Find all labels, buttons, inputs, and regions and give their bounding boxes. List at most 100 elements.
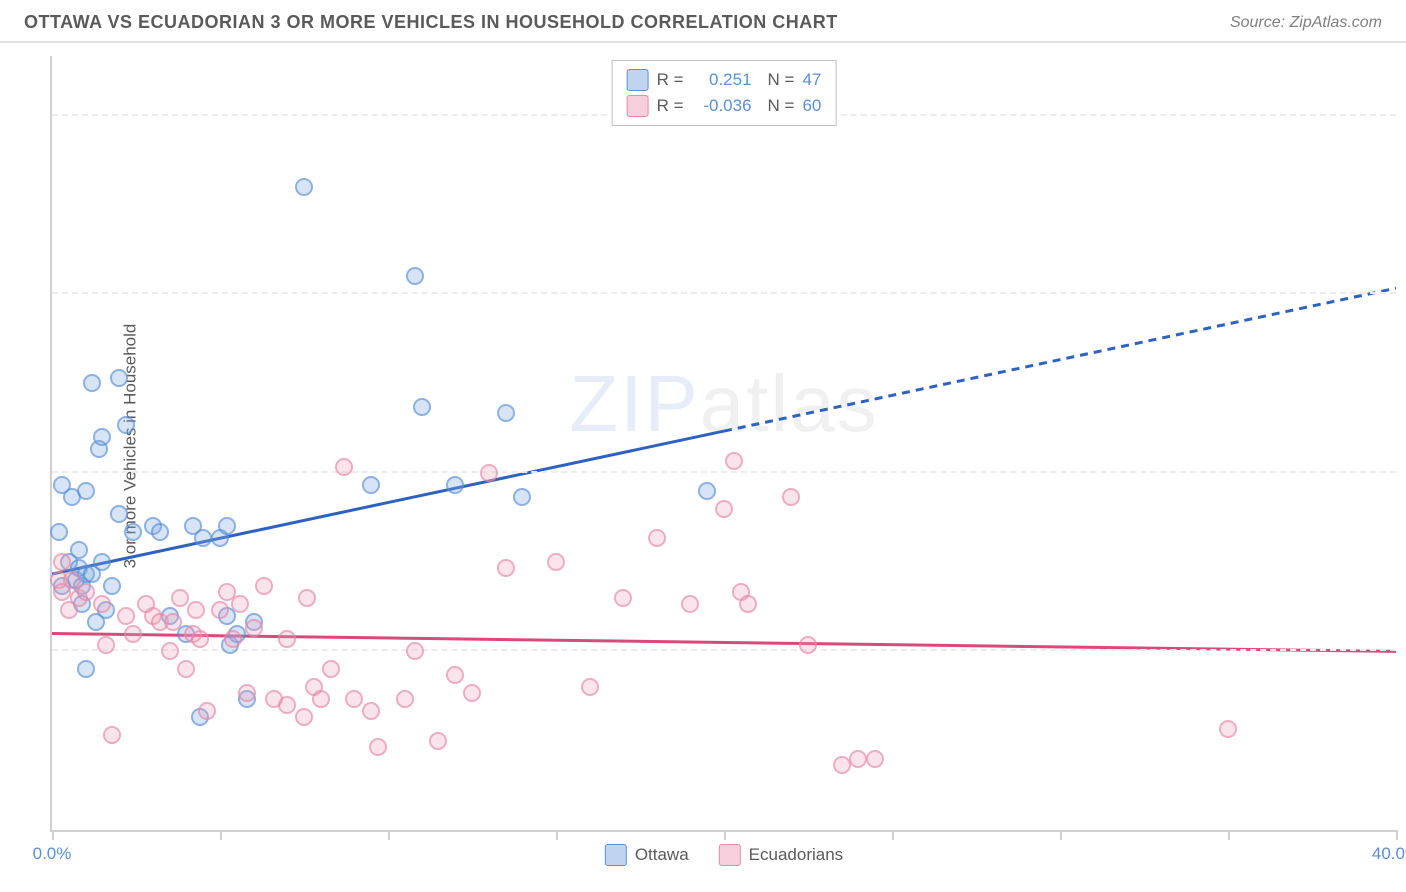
data-point bbox=[833, 756, 851, 774]
data-point bbox=[93, 553, 111, 571]
data-point bbox=[97, 636, 115, 654]
data-point bbox=[194, 529, 212, 547]
data-point bbox=[110, 505, 128, 523]
x-tick-label: 0.0% bbox=[33, 844, 72, 864]
gridline bbox=[52, 471, 1396, 473]
n-label: N = bbox=[768, 70, 795, 90]
data-point bbox=[70, 541, 88, 559]
data-point bbox=[124, 625, 142, 643]
data-point bbox=[278, 696, 296, 714]
data-point bbox=[218, 517, 236, 535]
data-point bbox=[117, 416, 135, 434]
data-point bbox=[345, 690, 363, 708]
legend-swatch-ottawa bbox=[627, 69, 649, 91]
data-point bbox=[231, 595, 249, 613]
gridline bbox=[52, 292, 1396, 294]
gridline bbox=[52, 649, 1396, 651]
data-point bbox=[110, 369, 128, 387]
data-point bbox=[164, 613, 182, 631]
y-tick-label: 45.0% bbox=[1401, 284, 1406, 304]
legend-swatch-ottawa bbox=[605, 844, 627, 866]
data-point bbox=[77, 482, 95, 500]
data-point bbox=[648, 529, 666, 547]
data-point bbox=[396, 690, 414, 708]
chart-title: OTTAWA VS ECUADORIAN 3 OR MORE VEHICLES … bbox=[24, 12, 838, 33]
x-tick bbox=[220, 830, 222, 840]
data-point bbox=[312, 690, 330, 708]
data-point bbox=[187, 601, 205, 619]
x-tick bbox=[1396, 830, 1398, 840]
data-point bbox=[151, 523, 169, 541]
data-point bbox=[238, 684, 256, 702]
data-point bbox=[362, 702, 380, 720]
data-point bbox=[171, 589, 189, 607]
legend-item-ecuadorians: Ecuadorians bbox=[719, 844, 844, 866]
data-point bbox=[497, 559, 515, 577]
watermark-prefix: ZIP bbox=[569, 359, 699, 448]
data-point bbox=[295, 708, 313, 726]
n-label: N = bbox=[768, 96, 795, 116]
r-label: R = bbox=[657, 70, 684, 90]
data-point bbox=[278, 630, 296, 648]
legend-swatch-ecuadorians bbox=[627, 95, 649, 117]
data-point bbox=[463, 684, 481, 702]
x-tick bbox=[1060, 830, 1062, 840]
chart-header: OTTAWA VS ECUADORIAN 3 OR MORE VEHICLES … bbox=[0, 0, 1406, 43]
x-tick-label: 40.0% bbox=[1372, 844, 1406, 864]
data-point bbox=[211, 601, 229, 619]
n-value-ecuadorians: 60 bbox=[802, 96, 821, 116]
data-point bbox=[53, 553, 71, 571]
data-point bbox=[224, 630, 242, 648]
data-point bbox=[614, 589, 632, 607]
series-legend: Ottawa Ecuadorians bbox=[605, 844, 843, 866]
x-tick bbox=[1228, 830, 1230, 840]
data-point bbox=[547, 553, 565, 571]
y-tick-label: 60.0% bbox=[1401, 106, 1406, 126]
legend-label-ecuadorians: Ecuadorians bbox=[749, 845, 844, 865]
data-point bbox=[93, 595, 111, 613]
y-tick-label: 30.0% bbox=[1401, 463, 1406, 483]
x-tick bbox=[892, 830, 894, 840]
data-point bbox=[446, 666, 464, 684]
watermark: ZIPatlas bbox=[569, 358, 878, 450]
x-tick bbox=[52, 830, 54, 840]
data-point bbox=[429, 732, 447, 750]
data-point bbox=[406, 267, 424, 285]
stats-legend: R = 0.251 N = 47 R = -0.036 N = 60 bbox=[612, 60, 837, 126]
data-point bbox=[77, 660, 95, 678]
data-point bbox=[1219, 720, 1237, 738]
data-point bbox=[866, 750, 884, 768]
data-point bbox=[480, 464, 498, 482]
data-point bbox=[497, 404, 515, 422]
data-point bbox=[83, 374, 101, 392]
r-value-ottawa: 0.251 bbox=[692, 70, 752, 90]
data-point bbox=[103, 577, 121, 595]
data-point bbox=[369, 738, 387, 756]
r-label: R = bbox=[657, 96, 684, 116]
data-point bbox=[413, 398, 431, 416]
y-tick-label: 15.0% bbox=[1401, 641, 1406, 661]
watermark-suffix: atlas bbox=[700, 359, 879, 448]
data-point bbox=[446, 476, 464, 494]
data-point bbox=[581, 678, 599, 696]
stats-legend-row: R = -0.036 N = 60 bbox=[627, 93, 822, 119]
r-value-ecuadorians: -0.036 bbox=[692, 96, 752, 116]
x-tick bbox=[388, 830, 390, 840]
data-point bbox=[177, 660, 195, 678]
chart-source: Source: ZipAtlas.com bbox=[1230, 14, 1382, 32]
x-tick bbox=[556, 830, 558, 840]
scatter-chart: ZIPatlas R = 0.251 N = 47 R = -0.036 N =… bbox=[50, 56, 1396, 832]
regression-lines bbox=[52, 56, 1396, 830]
data-point bbox=[245, 619, 263, 637]
legend-label-ottawa: Ottawa bbox=[635, 845, 689, 865]
data-point bbox=[335, 458, 353, 476]
n-value-ottawa: 47 bbox=[802, 70, 821, 90]
data-point bbox=[50, 523, 68, 541]
data-point bbox=[513, 488, 531, 506]
data-point bbox=[782, 488, 800, 506]
data-point bbox=[124, 523, 142, 541]
data-point bbox=[298, 589, 316, 607]
data-point bbox=[715, 500, 733, 518]
data-point bbox=[161, 642, 179, 660]
data-point bbox=[255, 577, 273, 595]
